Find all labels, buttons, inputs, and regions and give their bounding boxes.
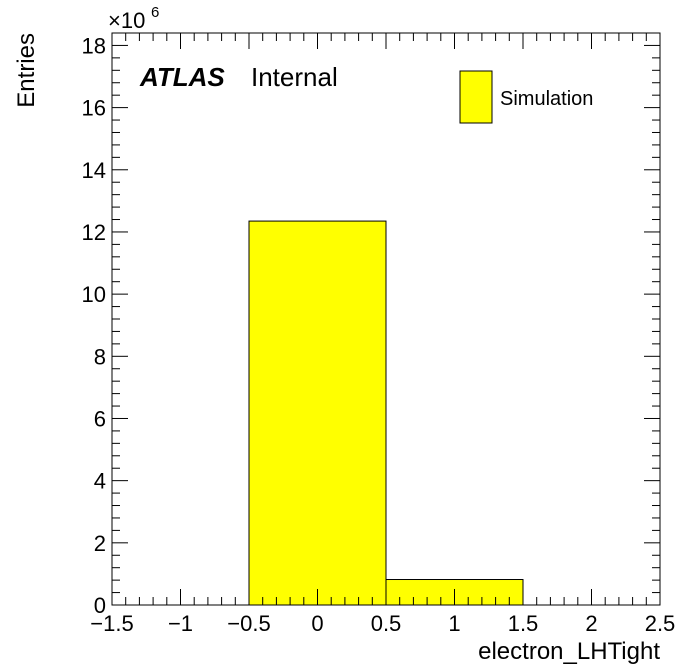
y-tick-label: 12 <box>82 220 106 245</box>
x-tick-label: 0 <box>311 611 323 636</box>
x-axis-title: electron_LHTight <box>478 638 660 665</box>
atlas-label: ATLAS <box>139 62 225 92</box>
plot-frame <box>111 32 661 606</box>
x-tick-labels: −1.5 −1 −0.5 0 0.5 1 1.5 2 2.5 <box>90 611 675 636</box>
y-axis-title: Entries <box>13 33 40 108</box>
legend-label-simulation: Simulation <box>500 88 593 110</box>
x-tick-label: 1 <box>448 611 460 636</box>
x-tick-label: −0.5 <box>227 611 270 636</box>
y-tick-label: 2 <box>94 531 106 556</box>
y-tick-label: 4 <box>94 469 106 494</box>
axis-ticks <box>111 32 661 606</box>
y-tick-label: 6 <box>94 406 106 431</box>
y-tick-label: 0 <box>94 593 106 618</box>
legend-swatch-simulation <box>459 70 493 124</box>
x-tick-label: −1.5 <box>90 611 133 636</box>
y-tick-labels: 0 2 4 6 8 10 12 14 16 18 <box>82 33 106 618</box>
histogram-bar-0 <box>248 220 387 606</box>
y-tick-label: 16 <box>82 96 106 121</box>
y-axis-multiplier: ×10 <box>108 8 145 33</box>
x-tick-label: −1 <box>168 611 193 636</box>
y-tick-label: 8 <box>94 344 106 369</box>
y-tick-label: 14 <box>82 158 106 183</box>
y-tick-label: 10 <box>82 282 106 307</box>
x-tick-label: 2 <box>585 611 597 636</box>
x-tick-label: 1.5 <box>508 611 539 636</box>
x-tick-label: 0.5 <box>371 611 402 636</box>
y-axis-multiplier-exponent: 6 <box>151 4 159 21</box>
y-tick-label: 18 <box>82 33 106 58</box>
x-tick-label: 2.5 <box>645 611 676 636</box>
histogram-bars <box>248 220 524 606</box>
internal-label: Internal <box>251 62 338 92</box>
